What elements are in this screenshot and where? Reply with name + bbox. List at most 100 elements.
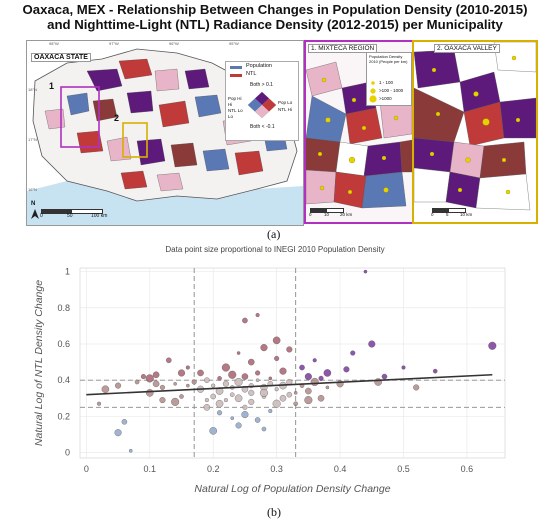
data-point xyxy=(229,392,235,397)
data-point xyxy=(128,448,133,453)
callout-2: 2 xyxy=(114,113,120,123)
mixteca-scale-20: 20 km xyxy=(340,212,353,217)
plot-area xyxy=(79,267,506,459)
legend-lo-short: Lo xyxy=(228,114,234,119)
lon-tick-1: 98°W xyxy=(49,41,59,46)
valley-label: 2. OAXACA VALLEY xyxy=(434,44,500,53)
data-point xyxy=(248,389,255,396)
data-point xyxy=(312,358,317,363)
data-point xyxy=(121,419,128,425)
legend-pop-lo: Pop Lo xyxy=(278,100,293,105)
y-tick-label: 0.6 xyxy=(57,339,70,349)
mixteca-scale-0: 0 xyxy=(309,212,312,217)
data-point xyxy=(203,404,211,411)
valley-scale-0: 0 xyxy=(431,212,434,217)
mixteca-density-points xyxy=(317,77,399,195)
data-point xyxy=(241,373,249,380)
data-point xyxy=(234,377,243,387)
data-point xyxy=(241,411,249,419)
data-point xyxy=(101,385,110,394)
data-point xyxy=(159,384,165,390)
data-point xyxy=(401,365,406,370)
valley-density-points xyxy=(429,55,521,195)
data-point xyxy=(293,391,298,395)
data-point xyxy=(432,368,438,374)
data-point xyxy=(272,336,281,345)
state-scale-50: 50 xyxy=(67,213,73,219)
data-point xyxy=(268,376,273,381)
state-scale-0: 0 xyxy=(40,213,43,219)
x-axis-label: Natural Log of Population Density Change xyxy=(194,483,390,495)
data-point xyxy=(234,394,243,403)
x-tick-label: 0.2 xyxy=(207,464,220,474)
x-tick-label: 0 xyxy=(84,464,89,474)
ntl-swatch xyxy=(230,74,242,77)
density-swatch-large xyxy=(369,95,377,103)
data-point xyxy=(255,370,261,376)
data-point xyxy=(413,384,420,391)
data-point xyxy=(317,395,325,402)
data-point xyxy=(211,383,216,388)
lon-tick-4: 95°W xyxy=(229,41,239,46)
x-tick-label: 0.5 xyxy=(397,464,410,474)
data-point xyxy=(260,344,268,352)
data-point xyxy=(279,395,287,402)
data-point xyxy=(254,417,261,423)
data-point xyxy=(304,396,313,405)
lon-tick-2: 97°W xyxy=(109,41,119,46)
data-point xyxy=(221,363,230,372)
data-point xyxy=(215,399,224,408)
legend-both-low: Both < -0.1 xyxy=(250,124,275,130)
data-point xyxy=(299,364,305,371)
population-swatch xyxy=(230,66,242,69)
data-point xyxy=(286,391,293,398)
legend-both-high: Both > 0.1 xyxy=(250,82,273,88)
data-point xyxy=(173,382,177,386)
lat-tick-2: 17°N xyxy=(28,137,37,142)
data-point xyxy=(145,374,154,383)
data-point xyxy=(228,370,237,379)
trend-line xyxy=(86,373,493,396)
legend-ntl: NTL xyxy=(246,71,257,77)
data-point xyxy=(368,340,376,348)
valley-canvas xyxy=(414,42,536,222)
north-arrow-icon xyxy=(31,209,39,219)
data-point xyxy=(186,383,190,388)
density-class-3: >1000 xyxy=(379,96,392,101)
oaxaca-valley-map: 2. OAXACA VALLEY 0 5 10 km xyxy=(412,40,538,224)
data-point xyxy=(191,379,197,385)
data-point xyxy=(204,377,210,383)
data-point xyxy=(325,385,330,390)
caption-b: (b) xyxy=(267,505,281,519)
y-tick-label: 0.2 xyxy=(57,411,70,421)
data-point xyxy=(488,341,497,350)
ocean xyxy=(27,181,303,225)
data-point xyxy=(159,397,166,404)
data-point xyxy=(323,369,332,377)
y-tick-label: 0.4 xyxy=(57,375,70,385)
mixteca-scale-bar xyxy=(310,208,344,213)
density-legend: Population Density 2010 (People per km) … xyxy=(366,52,412,106)
lon-tick-3: 96°W xyxy=(169,41,179,46)
state-scale-100: 100 km xyxy=(91,213,108,219)
data-point xyxy=(272,399,281,408)
callout-1: 1 xyxy=(49,81,55,91)
figure-title-line-2: and Nighttime-Light (NTL) Radiance Densi… xyxy=(47,17,503,32)
data-point xyxy=(310,377,319,387)
data-point xyxy=(134,379,140,385)
figure-title-line-1: Oaxaca, MEX - Relationship Between Chang… xyxy=(22,2,528,17)
valley-scale-5: 5 xyxy=(446,212,449,217)
data-point xyxy=(114,429,122,437)
data-point xyxy=(255,313,260,318)
data-point xyxy=(217,410,223,416)
data-point xyxy=(248,398,255,405)
scatter-plot: 0 0.2 0.4 0.6 0.8 1 0 0.1 0.2 0.3 0.4 0.5 0.6 Natural… xyxy=(33,267,506,495)
y-axis-label: Natural Log of NTL Density Change xyxy=(33,280,45,446)
data-point xyxy=(343,366,350,373)
data-point xyxy=(274,355,280,362)
data-point xyxy=(197,369,204,377)
data-point xyxy=(261,426,267,432)
density-class-1: 1 - 100 xyxy=(379,80,394,85)
y-tick-label: 0 xyxy=(65,448,70,458)
mixteca-scale-10: 10 xyxy=(324,212,330,217)
